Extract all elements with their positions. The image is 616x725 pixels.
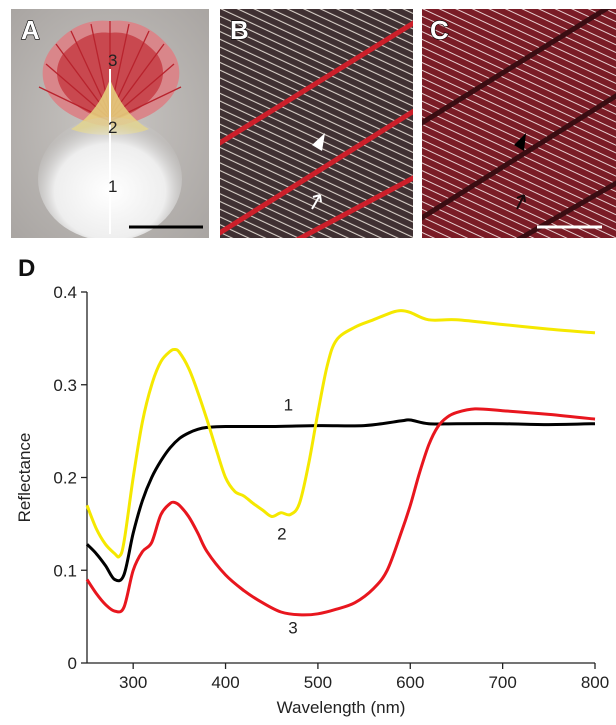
- x-tick-label: 600: [396, 673, 424, 692]
- chart-axes: 0 0.1 0.2 0.3 0.4 300 400 500 600 700 800 Wavelengt…: [15, 283, 609, 717]
- series-line-3: [85, 407, 596, 617]
- y-axis-title: Reflectance: [15, 433, 34, 523]
- y-tick-label: 0: [68, 654, 77, 673]
- panel-c-letter: C: [430, 15, 449, 45]
- x-tick-label: 700: [488, 673, 516, 692]
- curve-label-3: 3: [288, 618, 297, 637]
- dark-arrow-c: [516, 194, 526, 210]
- panel-c-micrograph: C: [422, 9, 616, 238]
- region-label-3: 3: [108, 51, 117, 70]
- white-arrowhead-b: [312, 133, 325, 151]
- x-tick-label: 400: [211, 673, 239, 692]
- panel-d-letter: D: [18, 255, 35, 282]
- dark-barbs-c: [422, 9, 616, 238]
- y-tick-label: 0.1: [53, 561, 77, 580]
- x-axis-title: Wavelength (nm): [277, 698, 406, 717]
- y-tick-label: 0.2: [53, 469, 77, 488]
- micrograph-b: B: [220, 9, 413, 238]
- chart-series: [85, 309, 596, 617]
- feather-illustration: A 3 2 1: [11, 9, 209, 238]
- panel-b-letter: B: [230, 15, 249, 45]
- white-arrow-b: [311, 194, 322, 210]
- y-tick-label: 0.4: [53, 283, 77, 302]
- panel-a-letter: A: [21, 15, 40, 45]
- x-tick-label: 500: [304, 673, 332, 692]
- panel-b-micrograph: B: [220, 9, 413, 238]
- black-arrowhead-c: [514, 133, 526, 151]
- y-tick-label: 0.3: [53, 376, 77, 395]
- curve-label-2: 2: [277, 525, 286, 544]
- region-label-1: 1: [108, 177, 117, 196]
- region-label-2: 2: [108, 118, 117, 137]
- x-tick-label: 800: [581, 673, 609, 692]
- curve-label-1: 1: [284, 396, 293, 415]
- chart-labels: 1 2 3: [277, 396, 298, 638]
- series-line-1: [85, 418, 596, 583]
- micrograph-c: C: [422, 9, 616, 238]
- panel-a-feather-photo: A 3 2 1: [11, 9, 209, 238]
- red-barbs-b: [220, 20, 413, 238]
- x-tick-label: 300: [119, 673, 147, 692]
- series-line-2: [85, 309, 596, 559]
